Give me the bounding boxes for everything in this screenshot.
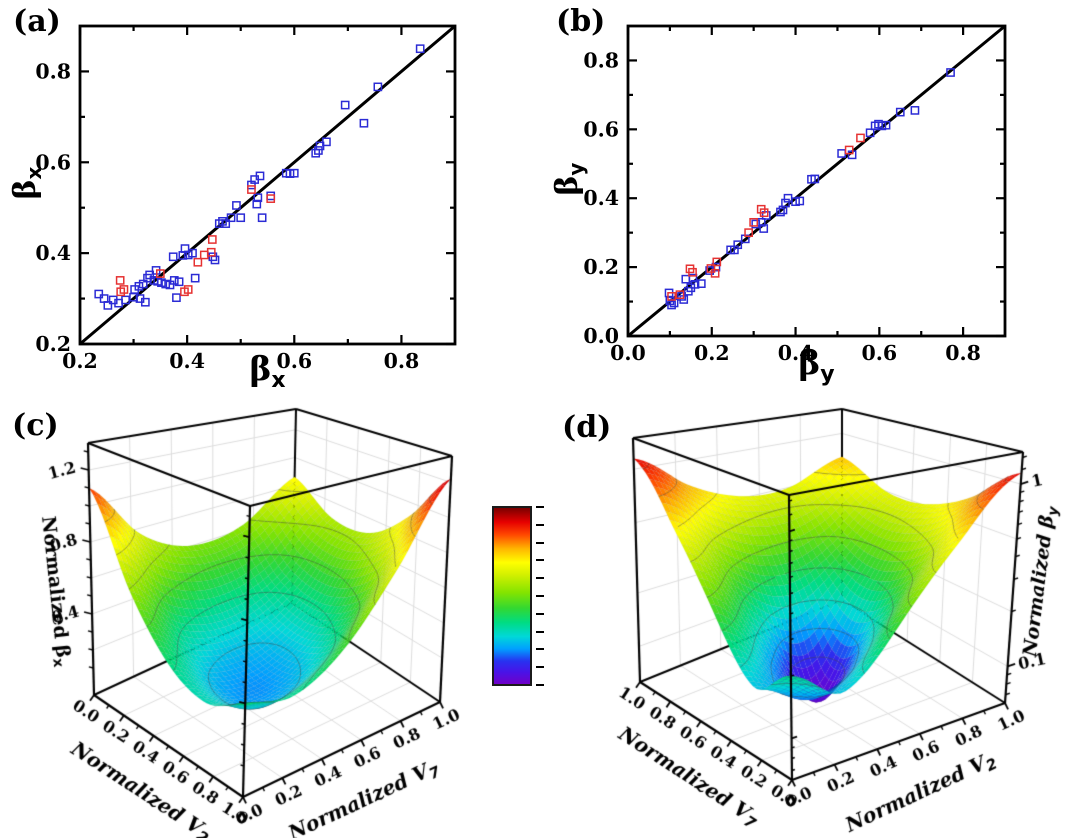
plot-frame-b — [626, 24, 1007, 338]
x-axis-title-b: βy — [628, 343, 1005, 387]
x-axis-title-b-sub: y — [820, 362, 835, 387]
identity-line-a — [79, 24, 456, 346]
svg-text:0.0: 0.0 — [610, 341, 646, 365]
panel-label-c: (c) — [12, 408, 59, 443]
surface-plot-d — [540, 400, 1080, 838]
scatter-series-red-a — [115, 185, 276, 297]
scatter-series-blue-a — [94, 44, 425, 310]
x-axis-title-a-sub: x — [271, 368, 286, 393]
y-axis-title-b-base: β — [550, 175, 585, 196]
panel-a: 0.2 0.4 0.6 0.8 0.2 0.4 0.6 0.8 (a) βx βx — [0, 0, 540, 400]
svg-text:0.4: 0.4 — [35, 241, 71, 265]
scatter-plot-a: 0.2 0.4 0.6 0.8 0.2 0.4 0.6 0.8 — [35, 24, 457, 373]
colorbar-tick — [536, 684, 544, 686]
svg-text:0.2: 0.2 — [35, 332, 71, 356]
colorbar-gradient — [492, 506, 532, 686]
svg-text:0.0: 0.0 — [583, 324, 619, 348]
x-axis-title-a: βx — [80, 349, 455, 393]
svg-text:0.2: 0.2 — [694, 341, 730, 365]
y-axis-title-a: βx — [6, 141, 46, 225]
colorbar — [492, 506, 554, 696]
svg-text:0.2: 0.2 — [583, 255, 619, 279]
svg-text:0.4: 0.4 — [583, 186, 619, 210]
svg-text:0.2: 0.2 — [62, 349, 98, 373]
svg-text:0.8: 0.8 — [384, 349, 420, 373]
colorbar-tick — [536, 523, 544, 526]
colorbar-tick — [536, 559, 544, 562]
colorbar-tick — [536, 541, 544, 544]
svg-text:0.4: 0.4 — [169, 349, 205, 373]
scatter-plot-b: 0.0 0.2 0.4 0.6 0.8 0.0 0.2 0.4 0.6 0.8 — [583, 24, 1007, 365]
plot-frame-a — [78, 24, 457, 346]
surface-plot-c — [0, 400, 540, 838]
svg-text:0.8: 0.8 — [945, 341, 981, 365]
colorbar-tick — [536, 612, 544, 615]
panel-d: (d) — [540, 400, 1080, 838]
y-axis-title-b-sub: y — [564, 162, 588, 176]
svg-text:0.8: 0.8 — [35, 59, 71, 83]
panel-b: 0.0 0.2 0.4 0.6 0.8 0.0 0.2 0.4 0.6 0.8 (b) βy βy — [540, 0, 1080, 400]
y-axis-title-a-sub: x — [22, 166, 46, 180]
y-axis-title-a-base: β — [8, 179, 43, 200]
panel-label-d: (d) — [562, 410, 612, 445]
tick-labels-a: 0.2 0.4 0.6 0.8 0.2 0.4 0.6 0.8 — [35, 59, 419, 373]
svg-text:0.8: 0.8 — [583, 48, 619, 72]
panel-label-b: (b) — [556, 4, 606, 39]
svg-text:0.6: 0.6 — [276, 349, 312, 373]
panel-c: (c) — [0, 400, 540, 838]
x-axis-title-b-base: β — [798, 343, 821, 382]
svg-text:0.6: 0.6 — [583, 117, 619, 141]
colorbar-tick — [536, 577, 544, 580]
colorbar-tick — [536, 648, 544, 651]
svg-text:0.6: 0.6 — [861, 341, 897, 365]
tick-labels-b: 0.0 0.2 0.4 0.6 0.8 0.0 0.2 0.4 0.6 0.8 — [583, 48, 981, 365]
svg-text:0.6: 0.6 — [35, 150, 71, 174]
scatter-series-red-b — [667, 133, 865, 301]
colorbar-tick — [536, 630, 544, 633]
x-axis-title-a-base: β — [249, 349, 272, 388]
colorbar-tick — [536, 506, 544, 508]
panel-label-a: (a) — [13, 4, 61, 39]
colorbar-tick — [536, 666, 544, 669]
svg-text:0.4: 0.4 — [778, 341, 814, 365]
y-axis-title-b: βy — [548, 137, 588, 221]
colorbar-tick — [536, 595, 544, 597]
